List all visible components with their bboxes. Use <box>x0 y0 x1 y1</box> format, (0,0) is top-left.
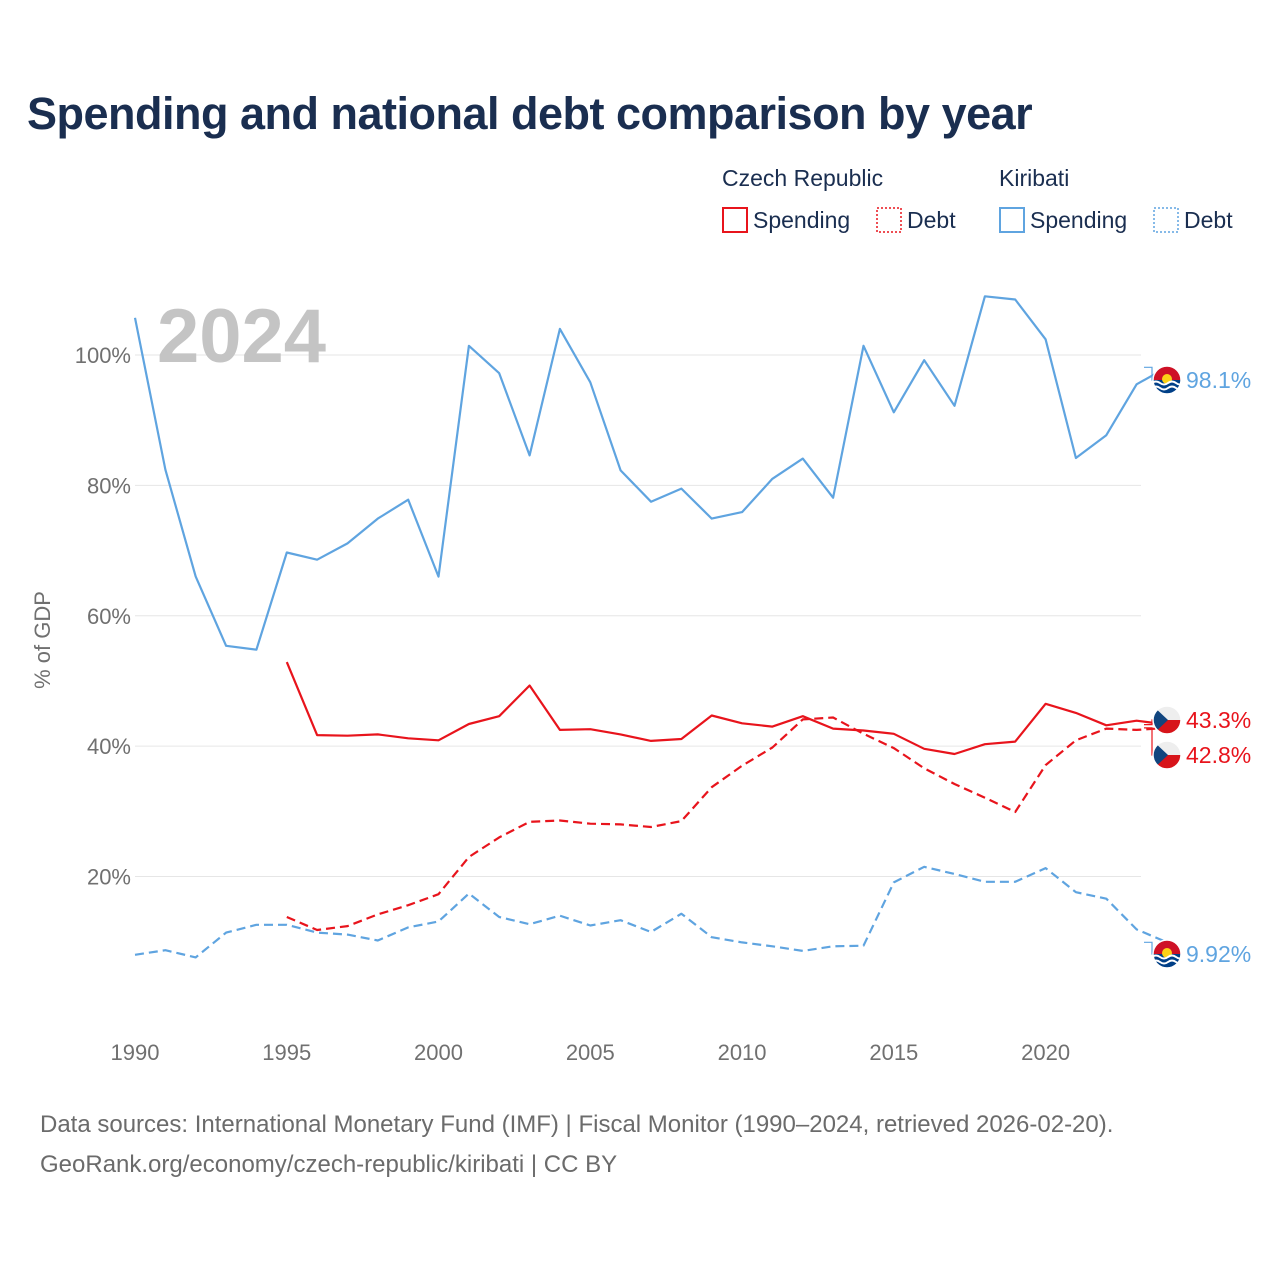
y-tick-label: 20% <box>87 865 131 890</box>
credit-link[interactable]: GeoRank.org/economy/czech-republic/kirib… <box>40 1151 618 1178</box>
chart-title: Spending and national debt comparison by… <box>27 88 1033 139</box>
series-line-czech-republic-spending <box>285 661 1168 756</box>
x-tick-label: 2000 <box>414 1040 463 1065</box>
x-tick-label: 2010 <box>718 1040 767 1065</box>
czech-flag-icon <box>1152 705 1182 735</box>
y-tick-label: 40% <box>87 734 131 759</box>
end-labels: 98.1% 43.3% 42.8% 9.92% <box>1144 365 1251 969</box>
x-tick-label: 2020 <box>1021 1040 1070 1065</box>
legend-country-label: Czech Republic <box>722 165 883 191</box>
legend-item-spending: Spending <box>999 207 1127 233</box>
x-tick-label: 1990 <box>111 1040 160 1065</box>
x-tick-label: 2005 <box>566 1040 615 1065</box>
legend-item-spending: Spending <box>722 207 850 233</box>
y-tick-label: 80% <box>87 473 131 498</box>
legend-country-label: Kiribati <box>999 165 1069 191</box>
x-tick-label: 1995 <box>262 1040 311 1065</box>
end-value-label: 43.3% <box>1186 707 1251 733</box>
gridlines <box>135 354 1141 878</box>
legend-swatch-solid <box>999 207 1025 233</box>
legend-label: Spending <box>1030 207 1127 233</box>
axes: 20% 40% 60% 80% 100% 1990 1995 2000 2005 2010 2015… <box>30 343 1070 1065</box>
y-tick-label: 100% <box>75 343 131 368</box>
legend-label: Spending <box>753 207 850 233</box>
series-lines <box>133 295 1168 959</box>
legend-swatch-dashed <box>1153 207 1179 233</box>
series-line-kiribati-debt <box>134 865 1168 959</box>
footer: Data sources: International Monetary Fun… <box>40 1105 1113 1185</box>
kiribati-flag-icon <box>1152 365 1182 395</box>
legend: Czech Republic Spending Debt Kiribati Spendi… <box>722 165 1233 233</box>
year-marker: 2024 <box>157 294 326 379</box>
y-tick-label: 60% <box>87 604 131 629</box>
series-line-czech-republic-debt <box>286 716 1168 932</box>
end-value-label: 9.92% <box>1186 941 1251 967</box>
czech-flag-icon <box>1152 740 1182 770</box>
legend-item-debt: Debt <box>1153 207 1233 233</box>
kiribati-flag-icon <box>1152 939 1182 969</box>
legend-item-debt: Debt <box>876 207 956 233</box>
end-value-label: 42.8% <box>1186 742 1251 768</box>
legend-swatch-solid <box>722 207 748 233</box>
legend-label: Debt <box>1184 207 1233 233</box>
x-tick-label: 2015 <box>869 1040 918 1065</box>
legend-swatch-dashed <box>876 207 902 233</box>
end-value-label: 98.1% <box>1186 367 1251 393</box>
series-line-kiribati-spending <box>133 295 1168 651</box>
y-axis-label: % of GDP <box>30 591 55 689</box>
legend-label: Debt <box>907 207 956 233</box>
data-source: Data sources: International Monetary Fun… <box>40 1111 1114 1138</box>
